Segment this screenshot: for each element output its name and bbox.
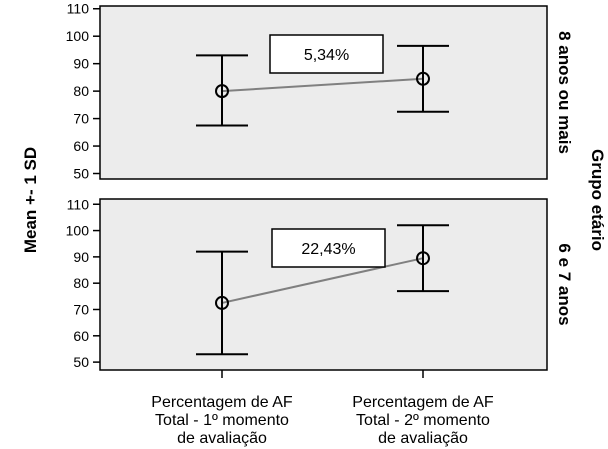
y-tick-label: 50	[73, 166, 89, 182]
y-axis-title: Mean +- 1 SD	[21, 147, 40, 253]
error-bar-1	[196, 54, 248, 127]
y-tick-label: 60	[73, 328, 89, 344]
panel-2: 50 60 70 80 90 100 110 6 e 7 anos 22,43%	[66, 196, 574, 371]
category-label-line: Percentagem de AF	[352, 394, 494, 411]
y-tick-label: 110	[67, 1, 90, 17]
strip-label: 6 e 7 anos	[555, 243, 574, 325]
mean-marker	[416, 251, 430, 266]
y-tick-label: 60	[73, 138, 89, 154]
strip-label: 8 anos ou mais	[555, 31, 574, 154]
category-label-line: de avaliação	[177, 430, 267, 447]
categories-layer: Percentagem de AF Total - 1º momento de av…	[151, 370, 494, 447]
annotation-rect	[271, 228, 386, 268]
error-bar-2	[397, 44, 449, 113]
mean-marker	[416, 71, 430, 86]
y-tick-label: 80	[73, 83, 89, 99]
category-label-2: Percentagem de AF Total - 2º momento de av…	[352, 394, 494, 447]
annotation-box: 22,43%	[271, 228, 386, 268]
panel-1: 50 60 70 80 90 100 110 8 anos ou mais 5,34%	[66, 1, 574, 182]
annotation-label: 5,34%	[304, 47, 349, 64]
annotation-box: 5,34%	[269, 34, 384, 74]
y-tick-label: 90	[73, 56, 89, 72]
y-tick-label: 70	[73, 301, 89, 317]
y-tick-label: 80	[73, 275, 89, 291]
y-tick-label: 50	[73, 354, 89, 370]
y-tick-label: 70	[73, 111, 89, 127]
panel-background	[99, 5, 548, 180]
panel-background	[99, 198, 548, 371]
mean-connector-line	[221, 257, 424, 304]
error-bar-2	[397, 224, 449, 293]
category-label-line: de avaliação	[378, 430, 468, 447]
annotation-label: 22,43%	[301, 241, 355, 258]
y-tick-label: 90	[73, 249, 89, 265]
y-tick-label: 100	[66, 28, 90, 44]
y-tick-label: 100	[66, 223, 90, 239]
category-label-line: Total - 1º momento	[155, 412, 289, 429]
panels-layer: 50 60 70 80 90 100 110 8 anos ou mais 5,34% 50 60 7…	[66, 1, 574, 371]
error-bar-1	[196, 250, 248, 356]
annotation-rect	[269, 34, 384, 74]
category-label-1: Percentagem de AF Total - 1º momento de av…	[151, 394, 293, 447]
group-title: Grupo etário	[588, 149, 607, 251]
mean-marker	[215, 295, 229, 310]
y-tick-label: 110	[67, 196, 90, 212]
category-label-line: Percentagem de AF	[151, 394, 293, 411]
mean-marker	[215, 84, 229, 99]
category-label-line: Total - 2º momento	[356, 412, 490, 429]
mean-connector-line	[221, 77, 424, 93]
